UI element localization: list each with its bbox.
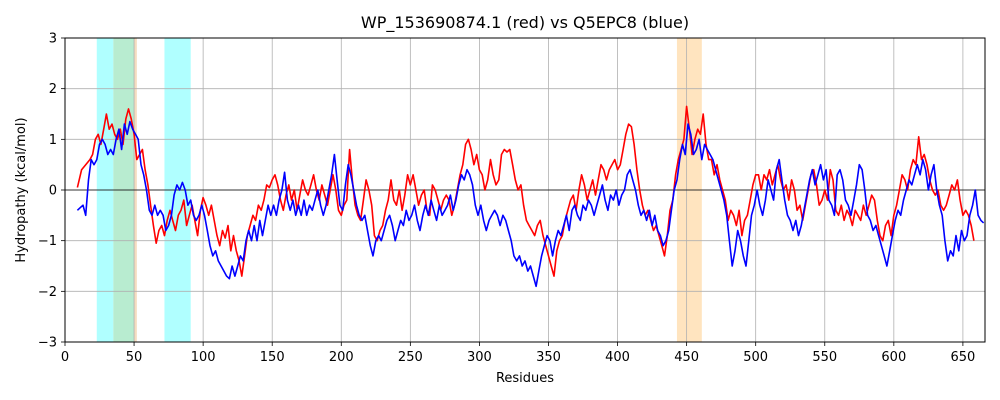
y-tick-label-0: −3 xyxy=(38,336,57,351)
y-tick-label-3: 0 xyxy=(49,184,57,199)
x-axis-label: Residues xyxy=(496,371,554,386)
y-tick-label-6: 3 xyxy=(49,32,57,47)
x-tick-label-13: 650 xyxy=(950,350,975,365)
x-tick-label-5: 250 xyxy=(398,350,423,365)
series-line-0 xyxy=(76,105,975,277)
x-axis-ticks: 0 50 100 150 200 250 300 350 400 450 500 550 600 650 xyxy=(61,342,975,365)
x-tick-label-7: 350 xyxy=(536,350,561,365)
x-tick-label-0: 0 xyxy=(61,350,69,365)
x-tick-label-3: 150 xyxy=(260,350,285,365)
x-tick-label-10: 500 xyxy=(743,350,768,365)
chart-title: WP_153690874.1 (red) vs Q5EPC8 (blue) xyxy=(361,13,689,33)
x-tick-label-6: 300 xyxy=(467,350,492,365)
data-series xyxy=(76,105,985,288)
y-axis-label: Hydropathy (kcal/mol) xyxy=(14,117,29,262)
y-tick-label-4: 1 xyxy=(49,133,57,148)
x-tick-label-9: 450 xyxy=(674,350,699,365)
y-tick-label-5: 2 xyxy=(49,82,57,97)
x-tick-label-8: 400 xyxy=(605,350,630,365)
x-tick-label-12: 600 xyxy=(881,350,906,365)
y-tick-label-2: −1 xyxy=(38,234,57,249)
x-tick-label-11: 550 xyxy=(812,350,837,365)
y-tick-label-1: −2 xyxy=(38,285,57,300)
y-axis-ticks: −3 −2 −1 0 1 2 3 xyxy=(38,32,65,351)
x-tick-label-1: 50 xyxy=(126,350,143,365)
x-tick-label-4: 200 xyxy=(329,350,354,365)
series-line-1 xyxy=(76,120,985,288)
x-tick-label-2: 100 xyxy=(191,350,216,365)
